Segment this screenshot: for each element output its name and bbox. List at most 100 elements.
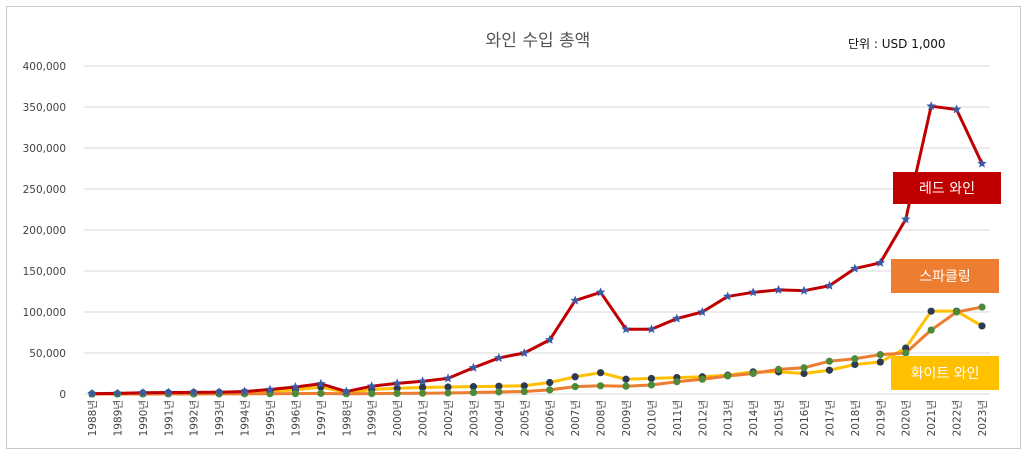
x-tick-label: 1991년 — [163, 400, 175, 436]
data-point — [927, 307, 935, 315]
legend-sparkling: 스파클링 — [891, 259, 999, 293]
data-point — [188, 387, 199, 397]
y-tick-label: 100,000 — [23, 307, 66, 319]
data-point — [366, 381, 377, 391]
data-point — [468, 362, 479, 372]
data-point — [291, 389, 300, 398]
data-point — [647, 381, 656, 389]
x-tick-label: 1999년 — [367, 400, 379, 436]
data-point — [800, 369, 808, 378]
data-point — [647, 374, 656, 383]
data-point — [724, 372, 732, 380]
x-tick-label: 1995년 — [265, 400, 277, 436]
x-axis-ticks: 1988년 1989년 1990년 1991년 1992년 1993년 1994년 1995년… — [87, 400, 989, 436]
x-tick-label: 2018년 — [850, 400, 862, 436]
data-point — [87, 388, 97, 398]
data-point — [316, 378, 326, 388]
y-axis-ticks: 0 50,000 100,000 150,000 200,000 250,000 300,0… — [23, 61, 66, 401]
data-point — [927, 326, 935, 334]
series-line — [92, 305, 983, 396]
y-tick-label: 350,000 — [23, 102, 66, 114]
data-point — [418, 389, 427, 397]
x-tick-label: 2013년 — [723, 400, 735, 436]
data-point — [544, 334, 555, 344]
series-group — [87, 101, 987, 398]
x-tick-label: 1994년 — [240, 400, 252, 436]
y-tick-label: 0 — [59, 389, 66, 401]
data-point — [851, 355, 859, 363]
data-point — [621, 324, 631, 334]
x-tick-label: 1997년 — [316, 400, 328, 436]
data-point — [596, 382, 605, 390]
legend-white-wine-swatch — [891, 356, 999, 390]
data-point — [138, 387, 148, 397]
x-tick-label: 1998년 — [341, 400, 353, 436]
data-point — [722, 291, 733, 301]
y-tick-label: 50,000 — [29, 348, 66, 360]
x-tick-label: 2023년 — [977, 400, 989, 436]
data-point — [596, 369, 605, 377]
data-point — [444, 383, 452, 391]
data-point — [672, 313, 682, 323]
x-tick-label: 1993년 — [214, 400, 226, 436]
data-point — [214, 387, 224, 397]
data-point — [546, 378, 554, 387]
data-point — [417, 376, 428, 386]
data-point — [978, 322, 986, 330]
data-point — [163, 387, 174, 397]
data-point — [469, 383, 478, 391]
y-tick-label: 200,000 — [23, 225, 66, 237]
x-tick-label: 2006년 — [545, 400, 557, 436]
data-point — [290, 382, 301, 392]
y-tick-label: 250,000 — [23, 184, 66, 196]
data-point — [698, 375, 706, 383]
data-point — [495, 388, 503, 396]
data-point — [800, 364, 808, 372]
x-tick-label: 2010년 — [646, 400, 658, 436]
data-point — [851, 360, 859, 369]
x-tick-label: 1988년 — [87, 400, 99, 436]
x-tick-label: 2022년 — [952, 400, 964, 436]
y-tick-label: 150,000 — [23, 266, 66, 278]
x-tick-label: 2015년 — [774, 400, 786, 436]
data-point — [622, 382, 630, 390]
data-point — [317, 389, 325, 397]
x-tick-label: 2016년 — [799, 400, 811, 436]
x-tick-label: 2002년 — [443, 400, 455, 436]
y-tick-label: 300,000 — [23, 143, 66, 155]
data-point — [341, 386, 352, 396]
data-point — [622, 375, 630, 383]
x-tick-label: 2007년 — [570, 400, 582, 436]
data-point — [443, 373, 453, 383]
data-point — [773, 284, 784, 294]
data-point — [595, 287, 606, 297]
legend-red-wine: 레드 와인 — [893, 172, 1001, 204]
legend-white-wine-label: 화이트 와인 — [911, 366, 980, 382]
data-point — [265, 384, 275, 394]
data-point — [876, 358, 884, 366]
data-point — [112, 388, 123, 398]
x-tick-label: 2014년 — [748, 400, 760, 436]
data-point — [825, 357, 834, 365]
data-point — [875, 257, 886, 267]
x-tick-label: 2021년 — [926, 400, 938, 436]
x-tick-label: 2011년 — [672, 400, 684, 436]
x-tick-label: 2009년 — [621, 400, 633, 436]
data-point — [952, 308, 961, 316]
x-tick-label: 2005년 — [519, 400, 531, 436]
legend-sparkling-swatch — [891, 259, 999, 293]
data-point — [495, 382, 503, 390]
x-tick-label: 1989년 — [112, 400, 124, 436]
data-point — [902, 349, 910, 357]
data-point — [749, 369, 757, 378]
data-point — [951, 104, 962, 114]
data-point — [239, 386, 250, 396]
unit-label: 단위 : USD 1,000 — [848, 37, 946, 51]
data-point — [799, 285, 809, 295]
x-tick-label: 2003년 — [468, 400, 480, 436]
data-point — [519, 348, 530, 358]
x-tick-label: 2001년 — [418, 400, 430, 436]
chart-title: 와인 수입 총액 — [486, 31, 591, 51]
data-point — [646, 324, 657, 334]
